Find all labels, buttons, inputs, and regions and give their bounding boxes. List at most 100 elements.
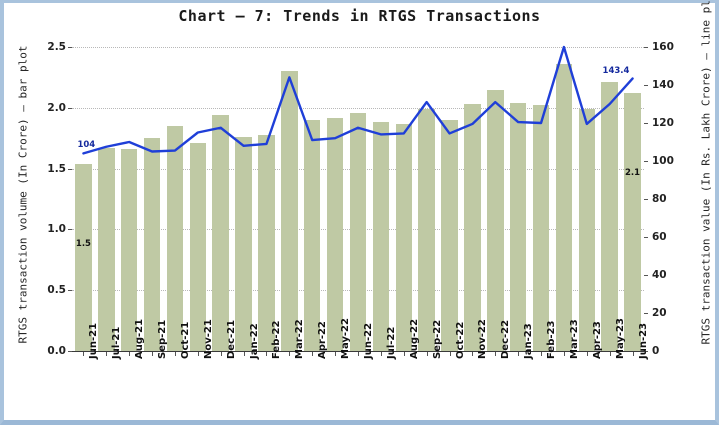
x-axis-tick <box>518 352 520 356</box>
bar <box>441 119 458 351</box>
y-axis-left-tick-label: 0.5 <box>47 284 66 297</box>
bar <box>418 109 435 351</box>
bar <box>532 105 550 351</box>
plot-area: 1.5 2.1 104 143.4 <box>72 45 644 352</box>
bar <box>75 163 92 351</box>
bar-series: 1.5 2.1 <box>72 47 644 351</box>
bar <box>509 102 527 351</box>
x-axis-tick-label: Dec-21 <box>225 319 237 359</box>
bar <box>98 147 115 351</box>
x-axis-tick-label: Jun-22 <box>363 322 374 359</box>
x-axis-tick <box>220 352 222 356</box>
line-series <box>82 45 634 155</box>
chart-canvas: Chart – 7: Trends in RTGS Transactions R… <box>4 0 715 420</box>
x-axis-tick-label: Jul-22 <box>385 326 397 359</box>
x-axis-tick <box>541 352 543 356</box>
y-axis-right-tick <box>644 313 648 314</box>
line-path <box>82 45 634 155</box>
bar <box>372 122 390 351</box>
x-axis-tick <box>335 352 337 356</box>
y-axis-left-tick-label: 1.0 <box>47 223 66 236</box>
x-axis-tick <box>358 352 359 356</box>
x-axis-tick <box>197 352 199 356</box>
x-axis-tick <box>472 352 474 356</box>
y-axis-left-tick-label: 1.5 <box>47 162 66 175</box>
bar <box>395 123 412 351</box>
bar <box>120 149 138 351</box>
x-axis-tick-label: Oct-21 <box>179 321 191 359</box>
y-axis-left-tick <box>68 47 72 48</box>
y-axis-right-tick-label: 20 <box>652 307 667 319</box>
x-axis-tick-label: Aug-21 <box>134 318 146 359</box>
x-axis-tick-label: May-22 <box>340 318 352 359</box>
x-axis-tick-label: Jul-21 <box>111 326 123 359</box>
x-axis-tick-label: Feb-23 <box>546 320 558 359</box>
y-axis-right-tick-label: 120 <box>652 117 674 129</box>
x-axis-tick <box>266 352 268 356</box>
y-axis-right-tick <box>644 85 648 86</box>
y-axis-right-title: RTGS transaction value (In Rs. Lakh Cror… <box>699 0 713 345</box>
y-axis-left-tick <box>68 229 72 231</box>
bar <box>555 64 573 351</box>
bar-value-label: 2.1 <box>625 168 641 179</box>
bar <box>464 104 481 351</box>
x-axis-tick <box>403 352 405 356</box>
y-axis-right-tick-label: 60 <box>652 231 667 243</box>
x-axis-tick-label: Nov-21 <box>202 319 214 359</box>
x-axis-tick-label: Apr-23 <box>591 321 603 359</box>
x-axis-tick-label: Jan-23 <box>523 323 535 359</box>
x-axis-tick <box>563 352 565 356</box>
x-axis-tick <box>106 352 108 356</box>
x-axis-tick <box>152 352 154 356</box>
chart-title: Chart – 7: Trends in RTGS Transactions <box>178 7 541 25</box>
gridline <box>72 107 644 109</box>
y-axis-right-tick <box>644 199 648 200</box>
y-axis-right-tick <box>644 123 648 124</box>
y-axis-right-tick <box>644 275 648 276</box>
x-axis-tick-label: May-23 <box>614 318 626 359</box>
bar <box>235 136 252 351</box>
x-axis-tick <box>609 352 611 356</box>
y-axis-right-tick-label: 140 <box>652 79 674 91</box>
y-axis-right-tick-label: 80 <box>652 193 667 205</box>
y-axis-right-tick-label: 100 <box>652 155 674 167</box>
x-axis-tick <box>632 352 634 356</box>
x-axis-tick-label: Jan-22 <box>248 323 260 359</box>
y-axis-left-tick <box>68 107 72 109</box>
x-axis-tick <box>312 352 314 356</box>
x-axis-tick <box>380 352 382 356</box>
x-axis-tick-label: Aug-22 <box>408 318 420 359</box>
x-axis-tick-label: Apr-22 <box>317 321 329 359</box>
x-axis-tick-label: Jun-23 <box>637 322 649 359</box>
x-axis-tick <box>495 352 497 356</box>
y-axis-right-tick-label: 0 <box>652 345 660 357</box>
x-axis-tick-label: Oct-22 <box>454 321 466 359</box>
y-axis-right-tick <box>644 351 648 352</box>
x-axis-tick <box>83 352 85 356</box>
y-axis-left-tick-label: 0.0 <box>47 345 66 357</box>
y-axis-left-tick <box>68 290 72 292</box>
y-axis-left-tick <box>68 351 72 352</box>
bar <box>258 134 275 351</box>
bar <box>212 115 229 351</box>
x-axis-tick-label: Mar-22 <box>294 319 306 359</box>
x-axis-tick-label: Mar-23 <box>568 319 580 359</box>
bar <box>624 93 641 351</box>
x-axis-tick <box>243 352 245 356</box>
line-value-label: 143.4 <box>602 65 630 76</box>
x-axis-tick <box>426 352 428 356</box>
y-axis-right-tick <box>644 161 648 162</box>
x-axis <box>72 351 644 356</box>
bar <box>349 112 367 351</box>
bar <box>487 89 504 351</box>
x-axis-tick <box>289 352 291 356</box>
x-axis-tick <box>174 352 176 356</box>
x-axis-tick <box>586 352 588 356</box>
y-axis-left-tick <box>68 168 72 170</box>
gridline <box>72 47 644 48</box>
bar <box>326 117 344 351</box>
x-axis-tick-label: Jun-21 <box>88 322 100 359</box>
x-axis-tick-label: Sep-21 <box>157 319 169 359</box>
y-axis-left-tick-label: 2.5 <box>47 41 66 53</box>
